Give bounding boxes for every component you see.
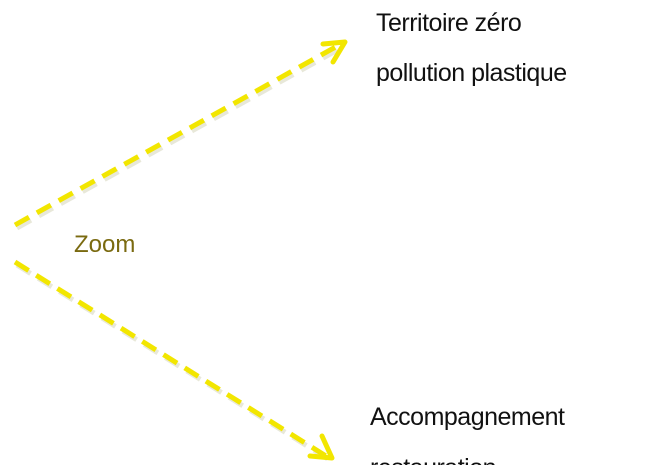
node-label: Territoire zéro: [376, 9, 521, 37]
center-label: Zoom: [74, 231, 135, 258]
arrow-up: [13, 39, 348, 231]
node-label: Accompagnement: [370, 403, 565, 431]
arrow-shadow: [15, 44, 345, 231]
arrow-head: [320, 39, 348, 65]
arrow-down: [13, 259, 335, 462]
node-label: pollution plastique: [376, 59, 567, 87]
arrow-head: [307, 433, 335, 461]
arrow-line: [13, 259, 328, 459]
arrow-line: [13, 41, 343, 228]
node-label: restauration: [370, 454, 496, 465]
